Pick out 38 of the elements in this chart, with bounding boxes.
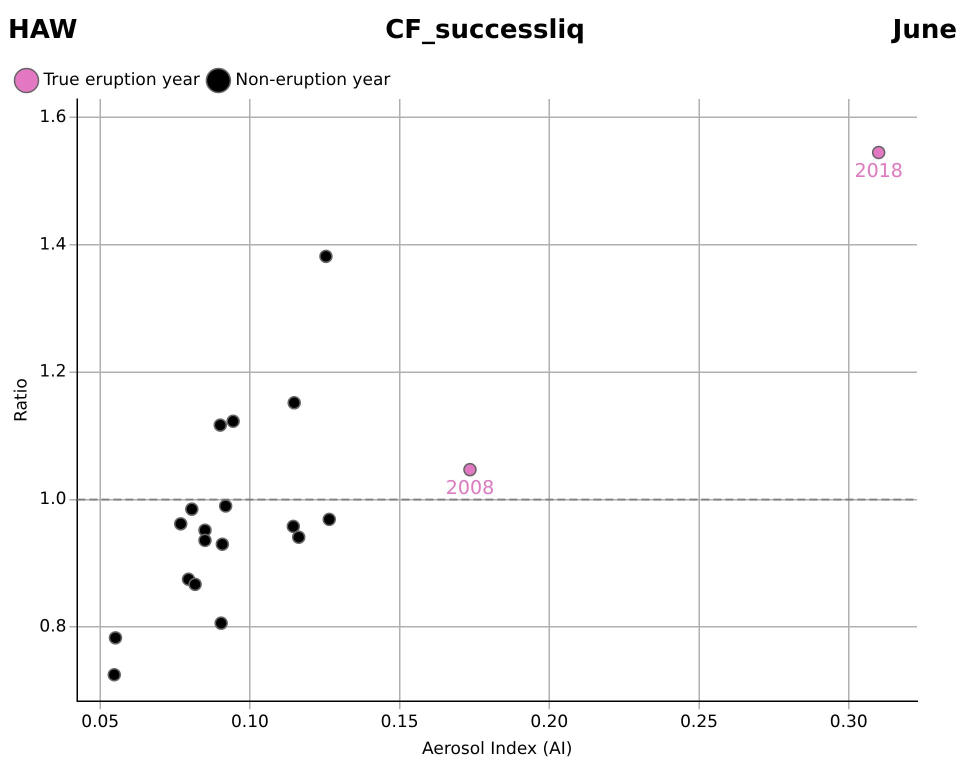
point — [198, 534, 212, 548]
x-tick-label: 0.05 — [81, 712, 120, 732]
point — [185, 502, 199, 516]
point — [322, 512, 336, 526]
point — [287, 396, 301, 410]
point — [214, 418, 228, 432]
x-tick-label: 0.25 — [680, 712, 718, 732]
legend-label: Non-eruption year — [235, 70, 390, 90]
legend-label: True eruption year — [42, 70, 200, 90]
y-tick-label: 1.6 — [39, 106, 66, 127]
point — [286, 520, 300, 534]
x-tick-label: 0.10 — [230, 712, 269, 732]
point — [174, 517, 188, 531]
x-tick-label: 0.30 — [830, 712, 868, 732]
chart-title: CF_successliq — [385, 15, 585, 45]
point — [214, 616, 228, 630]
text: HAW — [8, 15, 78, 45]
y-tick-label: 0.8 — [39, 616, 66, 636]
y-axis-title: Ratio — [12, 378, 32, 422]
point — [319, 250, 333, 264]
x-axis-title: Aerosol Index (AI) — [422, 739, 572, 760]
y-tick-label: 1.0 — [39, 489, 66, 510]
point — [872, 146, 886, 160]
point — [226, 414, 240, 428]
point — [463, 462, 477, 476]
x-tick-label: 0.20 — [530, 712, 568, 732]
annotation: 2008 — [446, 477, 494, 500]
point — [218, 499, 232, 513]
text: June — [892, 15, 957, 45]
annotation: 2018 — [854, 160, 903, 182]
y-tick-label: 1.2 — [39, 362, 66, 382]
point — [216, 537, 230, 551]
point — [108, 631, 122, 645]
point — [292, 530, 306, 544]
x-tick-label: 0.15 — [380, 712, 419, 732]
point — [188, 578, 202, 592]
point — [108, 668, 122, 682]
y-tick-label: 1.4 — [39, 234, 66, 254]
